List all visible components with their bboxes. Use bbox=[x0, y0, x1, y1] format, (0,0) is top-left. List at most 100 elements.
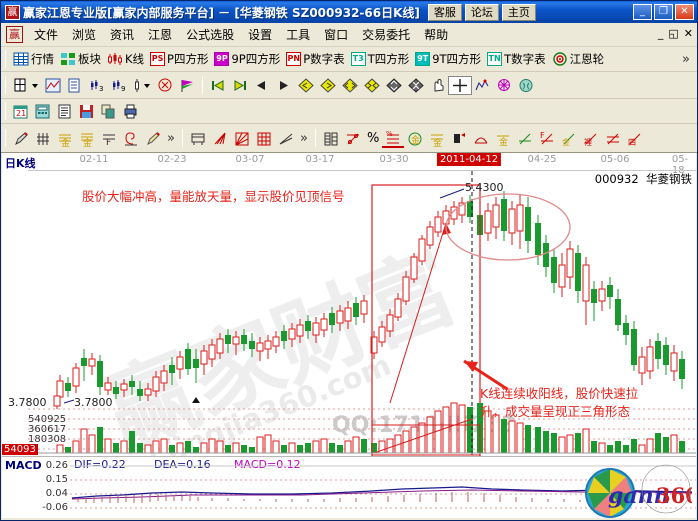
save-button[interactable] bbox=[76, 103, 98, 120]
spiral-button[interactable] bbox=[120, 130, 142, 147]
zigzag-button[interactable] bbox=[471, 77, 493, 94]
grid-lines-button[interactable] bbox=[32, 130, 54, 147]
gann-gold-1-button[interactable]: 金 bbox=[54, 130, 76, 149]
grid-box-button[interactable] bbox=[253, 130, 275, 147]
macd-macd-value: MACD=0.12 bbox=[234, 458, 301, 471]
expand-v-button[interactable] bbox=[383, 77, 405, 94]
compress-h-button[interactable] bbox=[361, 77, 383, 94]
ladder-button[interactable] bbox=[320, 130, 342, 147]
menu-item-news[interactable]: 资讯 bbox=[110, 28, 135, 42]
last-page-button[interactable] bbox=[229, 77, 251, 94]
period-day-button[interactable] bbox=[10, 77, 42, 94]
print-button[interactable] bbox=[120, 103, 142, 120]
sector-button[interactable]: 板块 bbox=[57, 50, 104, 68]
single-bar-button[interactable] bbox=[130, 77, 154, 94]
quotes-button[interactable]: 行情 bbox=[10, 50, 57, 68]
calculator-button[interactable] bbox=[32, 103, 54, 120]
mdi-close-button[interactable]: ✕ bbox=[683, 27, 693, 40]
menu-item-trade[interactable]: 交易委托 bbox=[362, 28, 411, 42]
t9-square-button[interactable]: 9T 9T四方形 bbox=[412, 50, 484, 68]
gann-wheel-button[interactable]: 江恩轮 bbox=[549, 50, 608, 68]
mdi-minimize-button[interactable]: _ bbox=[657, 27, 664, 40]
p9-square-button[interactable]: 9P 9P四方形 bbox=[211, 50, 283, 68]
trend-line-button[interactable] bbox=[275, 130, 297, 147]
percent-cross-button[interactable] bbox=[342, 130, 364, 147]
gold-lines-button[interactable]: 金 bbox=[426, 130, 448, 149]
marker-pen-button[interactable] bbox=[142, 130, 164, 147]
gann-gold-2-button[interactable]: 金 bbox=[76, 130, 98, 149]
forum-button[interactable]: 论坛 bbox=[464, 3, 499, 21]
gann-fan-button[interactable] bbox=[493, 77, 515, 94]
frame-button[interactable] bbox=[187, 130, 209, 147]
brain-button[interactable] bbox=[515, 77, 537, 94]
print-icon bbox=[123, 104, 139, 119]
gold-slash-button[interactable]: 金 bbox=[558, 130, 580, 147]
first-page-button[interactable] bbox=[207, 77, 229, 94]
t-number-table-label: T数字表 bbox=[504, 52, 546, 66]
dropdown-arrow-icon[interactable] bbox=[31, 78, 39, 93]
homepage-button[interactable]: 主页 bbox=[501, 3, 536, 21]
pen-draw-button[interactable] bbox=[10, 130, 32, 147]
mdi-restore-button[interactable]: ◱ bbox=[668, 27, 679, 40]
flag-button[interactable] bbox=[176, 77, 198, 94]
multi-chart-button[interactable] bbox=[42, 77, 64, 94]
menu-item-help[interactable]: 帮助 bbox=[424, 28, 449, 42]
gold-line2-button[interactable]: 金 bbox=[492, 130, 514, 148]
notes-button[interactable] bbox=[54, 103, 76, 120]
f-slash-button[interactable]: F bbox=[536, 130, 558, 147]
t-number-table-button[interactable]: TN T数字表 bbox=[484, 50, 549, 68]
gold-circle-button[interactable]: 金 bbox=[404, 130, 426, 147]
bucket-button[interactable] bbox=[448, 130, 470, 147]
customer-service-button[interactable]: 客服 bbox=[427, 3, 462, 21]
hand-drag-button[interactable] bbox=[427, 77, 449, 94]
prev-button[interactable] bbox=[251, 77, 273, 94]
kline-9-button[interactable]: 9 bbox=[108, 77, 130, 94]
percent-sign-button[interactable]: % bbox=[364, 130, 382, 147]
percent-lines-icon: % bbox=[385, 130, 401, 145]
crosshair-button[interactable] bbox=[448, 75, 472, 95]
expand-h-button[interactable] bbox=[339, 77, 361, 94]
red-slash-button[interactable] bbox=[602, 130, 624, 147]
t-square-button[interactable]: T3 T四方形 bbox=[348, 50, 413, 68]
four-slash-button[interactable]: 四 bbox=[624, 130, 646, 147]
zoom-left-button[interactable] bbox=[295, 77, 317, 94]
p9-box-icon: 9P bbox=[214, 52, 230, 66]
menu-item-file[interactable]: 文件 bbox=[34, 28, 59, 42]
next-button[interactable] bbox=[273, 77, 295, 94]
marker-pen-icon bbox=[145, 131, 161, 146]
copy-button[interactable] bbox=[98, 103, 120, 120]
menu-item-window[interactable]: 窗口 bbox=[324, 28, 349, 42]
menu-item-settings[interactable]: 设置 bbox=[248, 28, 273, 42]
p-square-button[interactable]: PS P四方形 bbox=[147, 50, 211, 68]
svg-text:金: 金 bbox=[499, 136, 508, 147]
svg-text:金: 金 bbox=[61, 137, 70, 147]
report-button[interactable] bbox=[64, 77, 86, 94]
menu-item-tools[interactable]: 工具 bbox=[286, 28, 311, 42]
menu-item-gann[interactable]: 江恩 bbox=[148, 28, 173, 42]
kline-3-button[interactable]: 3 bbox=[86, 77, 108, 94]
maximize-button[interactable]: ❐ bbox=[654, 4, 673, 20]
menu-item-browse[interactable]: 浏览 bbox=[72, 28, 97, 42]
toolbar4-group2-overflow-button[interactable]: » bbox=[299, 130, 308, 146]
slash-lines-button[interactable] bbox=[514, 130, 536, 147]
f-lines-button[interactable]: F bbox=[98, 130, 120, 148]
close-button[interactable]: ✕ bbox=[675, 4, 694, 20]
zoom-right-button[interactable] bbox=[317, 77, 339, 94]
kline-button[interactable]: K线 bbox=[104, 50, 147, 68]
minimize-button[interactable]: _ bbox=[633, 4, 652, 20]
calendar-button[interactable]: 21 bbox=[10, 103, 32, 120]
fan-lines-button[interactable] bbox=[209, 130, 231, 147]
macd-panel[interactable]: MACD DIF=0.22 DEA=0.16 MACD=0.12 0.26 0.… bbox=[2, 456, 696, 520]
shirt-slash-button[interactable]: 裡 bbox=[580, 130, 602, 147]
arc-red-button[interactable] bbox=[470, 130, 492, 147]
toolbar4-group1-overflow-button[interactable]: » bbox=[167, 130, 175, 146]
menu-item-formula-screen[interactable]: 公式选股 bbox=[186, 28, 235, 42]
toolbar1-overflow-button[interactable]: » bbox=[682, 51, 690, 67]
dropdown-arrow2-icon[interactable] bbox=[143, 78, 151, 93]
percent-lines-button[interactable]: % bbox=[382, 129, 405, 148]
pen-draw-icon bbox=[13, 131, 29, 146]
p-number-table-button[interactable]: PN P数字表 bbox=[283, 50, 347, 68]
box-fan-button[interactable] bbox=[231, 130, 253, 147]
formula-button[interactable] bbox=[154, 77, 176, 94]
compress-v-button[interactable] bbox=[405, 77, 427, 94]
